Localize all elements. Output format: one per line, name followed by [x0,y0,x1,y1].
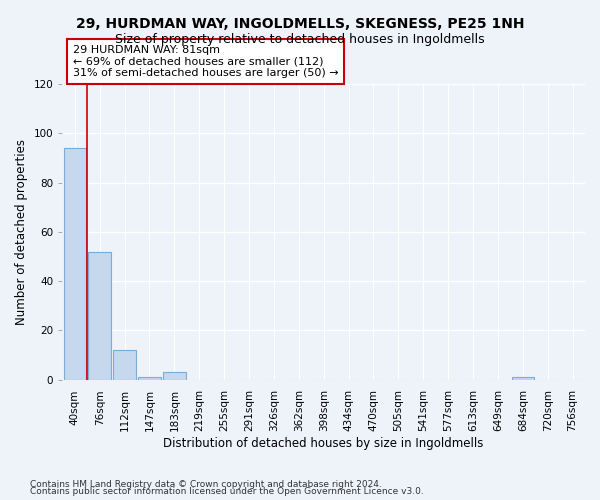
Text: Size of property relative to detached houses in Ingoldmells: Size of property relative to detached ho… [115,32,485,46]
Text: Contains HM Land Registry data © Crown copyright and database right 2024.: Contains HM Land Registry data © Crown c… [30,480,382,489]
Text: 29 HURDMAN WAY: 81sqm
← 69% of detached houses are smaller (112)
31% of semi-det: 29 HURDMAN WAY: 81sqm ← 69% of detached … [73,45,338,78]
Text: Contains public sector information licensed under the Open Government Licence v3: Contains public sector information licen… [30,488,424,496]
Bar [163,372,185,380]
Bar [64,148,86,380]
Text: 29, HURDMAN WAY, INGOLDMELLS, SKEGNESS, PE25 1NH: 29, HURDMAN WAY, INGOLDMELLS, SKEGNESS, … [76,18,524,32]
Bar [88,252,111,380]
Bar [138,377,161,380]
X-axis label: Distribution of detached houses by size in Ingoldmells: Distribution of detached houses by size … [163,437,484,450]
Bar [512,377,534,380]
Y-axis label: Number of detached properties: Number of detached properties [15,139,28,325]
Bar [113,350,136,380]
